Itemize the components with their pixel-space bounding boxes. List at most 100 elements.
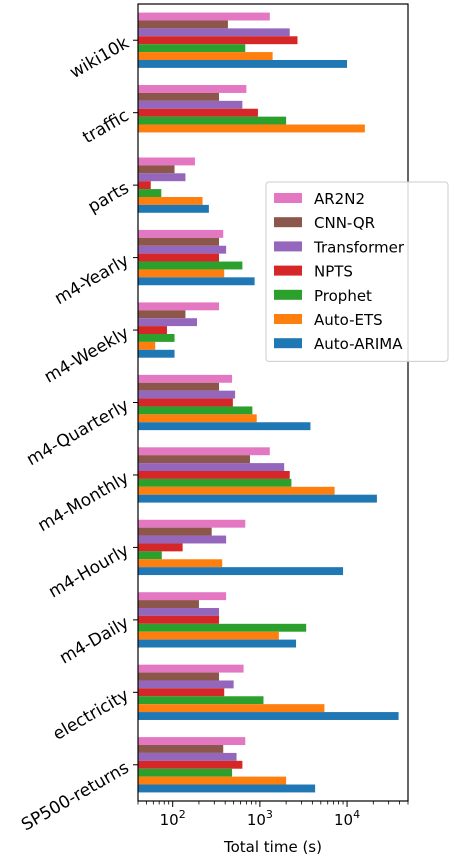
x-tick-label: 102 bbox=[160, 808, 186, 829]
bar-m4-yearly-ar2n2 bbox=[138, 229, 224, 238]
bar-electricity-npts bbox=[138, 688, 225, 697]
bar-m4-monthly-prophet bbox=[138, 478, 292, 487]
bar-m4-hourly-cnn-qr bbox=[138, 527, 212, 536]
x-tick-exponent: 3 bbox=[266, 808, 273, 821]
y-tick-label: m4-Hourly bbox=[45, 540, 132, 602]
bar-wiki10k-npts bbox=[138, 36, 298, 45]
bar-m4-daily-prophet bbox=[138, 623, 307, 632]
bar-m4-weekly-cnn-qr bbox=[138, 310, 186, 319]
bar-wiki10k-auto-arima bbox=[138, 59, 348, 68]
bar-electricity-transformer bbox=[138, 680, 234, 689]
bar-m4-daily-auto-arima bbox=[138, 639, 297, 648]
bar-sp500-returns-transformer bbox=[138, 752, 237, 761]
legend-swatch bbox=[274, 314, 302, 324]
bar-m4-quarterly-auto-arima bbox=[138, 422, 311, 431]
bar-wiki10k-transformer bbox=[138, 28, 290, 37]
bar-m4-hourly-ar2n2 bbox=[138, 519, 246, 528]
bar-m4-hourly-prophet bbox=[138, 551, 162, 560]
bar-traffic-cnn-qr bbox=[138, 92, 220, 101]
bar-m4-quarterly-prophet bbox=[138, 406, 253, 415]
bar-m4-yearly-auto-ets bbox=[138, 269, 225, 278]
bar-m4-quarterly-ar2n2 bbox=[138, 374, 233, 383]
bar-traffic-ar2n2 bbox=[138, 85, 247, 93]
bar-wiki10k-cnn-qr bbox=[138, 20, 228, 29]
bar-parts-auto-arima bbox=[138, 204, 209, 213]
bar-wiki10k-prophet bbox=[138, 44, 246, 53]
bar-m4-monthly-auto-arima bbox=[138, 494, 377, 503]
bar-m4-daily-auto-ets bbox=[138, 631, 279, 640]
legend-swatch bbox=[274, 338, 302, 349]
bar-m4-hourly-auto-arima bbox=[138, 567, 344, 576]
bar-m4-hourly-transformer bbox=[138, 535, 227, 544]
bar-traffic-prophet bbox=[138, 116, 287, 125]
y-tick-label: wiki10k bbox=[66, 33, 132, 83]
bar-sp500-returns-ar2n2 bbox=[138, 737, 246, 746]
bar-traffic-transformer bbox=[138, 100, 243, 109]
y-tick-label: m4-Monthly bbox=[35, 468, 133, 536]
legend-label: Auto-ETS bbox=[314, 311, 383, 329]
legend-label: Transformer bbox=[313, 238, 405, 256]
y-axis-labels: wiki10k traffic parts m4-Yearly m4-Weekly m4-… bbox=[18, 33, 138, 835]
bar-m4-weekly-transformer bbox=[138, 318, 197, 327]
y-tick-label: m4-Weekly bbox=[41, 323, 133, 387]
bar-m4-quarterly-npts bbox=[138, 398, 233, 407]
y-tick-label: traffic bbox=[79, 106, 132, 148]
x-axis-ticks: 102 103 104 bbox=[137, 801, 409, 829]
bar-wiki10k-ar2n2 bbox=[138, 12, 270, 21]
legend-swatch bbox=[274, 241, 302, 252]
legend-label: AR2N2 bbox=[314, 190, 365, 208]
y-tick-label: electricity bbox=[50, 685, 133, 744]
bar-m4-weekly-npts bbox=[138, 326, 167, 334]
bar-parts-npts bbox=[138, 181, 151, 190]
legend-swatch bbox=[274, 193, 302, 203]
legend: AR2N2 CNN-QR Transformer NPTS Prophet Auto-ET… bbox=[265, 181, 449, 362]
legend-label: NPTS bbox=[314, 263, 353, 281]
x-axis-title: Total time (s) bbox=[223, 838, 322, 856]
bar-sp500-returns-auto-arima bbox=[138, 784, 316, 793]
bar-m4-monthly-cnn-qr bbox=[138, 455, 250, 464]
bar-electricity-auto-arima bbox=[138, 712, 399, 720]
y-tick-label: m4-Daily bbox=[56, 613, 132, 669]
bar-m4-hourly-auto-ets bbox=[138, 559, 223, 568]
bar-electricity-ar2n2 bbox=[138, 664, 244, 673]
bar-m4-weekly-auto-arima bbox=[138, 349, 175, 358]
bar-m4-weekly-prophet bbox=[138, 334, 175, 342]
bar-wiki10k-auto-ets bbox=[138, 52, 273, 60]
bar-m4-yearly-prophet bbox=[138, 261, 243, 270]
bar-m4-yearly-cnn-qr bbox=[138, 237, 220, 246]
x-tick-exponent: 2 bbox=[179, 808, 186, 821]
legend-swatch bbox=[274, 217, 302, 228]
bar-m4-monthly-npts bbox=[138, 471, 290, 479]
y-tick-label: m4-Quarterly bbox=[23, 396, 132, 471]
bar-m4-yearly-auto-arima bbox=[138, 277, 255, 286]
y-tick-label: parts bbox=[85, 178, 133, 217]
bar-parts-cnn-qr bbox=[138, 165, 175, 174]
bar-m4-quarterly-cnn-qr bbox=[138, 382, 220, 391]
legend-label: Prophet bbox=[314, 287, 372, 305]
bar-m4-monthly-transformer bbox=[138, 463, 285, 471]
bar-m4-daily-ar2n2 bbox=[138, 592, 227, 601]
y-tick-label: SP500-returns bbox=[18, 758, 132, 836]
x-tick-label: 103 bbox=[247, 808, 273, 829]
legend-swatch bbox=[274, 289, 302, 300]
bar-m4-weekly-auto-ets bbox=[138, 341, 156, 350]
bar-m4-daily-npts bbox=[138, 615, 220, 624]
bar-sp500-returns-cnn-qr bbox=[138, 745, 224, 753]
bar-m4-monthly-auto-ets bbox=[138, 486, 335, 495]
bar-parts-auto-ets bbox=[138, 196, 203, 205]
bar-m4-quarterly-auto-ets bbox=[138, 414, 257, 423]
bar-m4-quarterly-transformer bbox=[138, 390, 236, 399]
bar-electricity-auto-ets bbox=[138, 704, 325, 713]
bar-electricity-cnn-qr bbox=[138, 672, 220, 681]
bar-m4-yearly-transformer bbox=[138, 245, 227, 254]
bars-group bbox=[138, 12, 399, 793]
legend-label: CNN-QR bbox=[314, 214, 375, 232]
legend-swatch bbox=[274, 265, 302, 276]
legend-label: Auto-ARIMA bbox=[314, 335, 403, 353]
bar-traffic-auto-ets bbox=[138, 124, 365, 133]
bar-traffic-npts bbox=[138, 108, 258, 117]
bar-m4-daily-cnn-qr bbox=[138, 600, 199, 609]
y-tick-label: m4-Yearly bbox=[51, 251, 132, 309]
bar-m4-yearly-npts bbox=[138, 253, 220, 262]
